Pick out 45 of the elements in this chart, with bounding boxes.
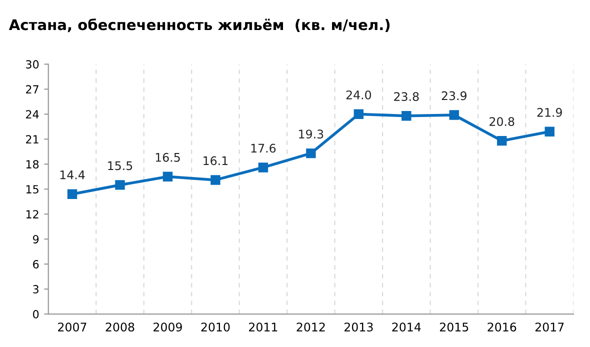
point: [354, 109, 364, 120]
y-tick-label: 3: [33, 285, 38, 294]
data-label: 14.4: [60, 170, 85, 180]
x-tick-label: 2011: [249, 322, 278, 332]
point: [497, 136, 507, 146]
data-label: 17.6: [251, 144, 276, 153]
x-tick-label: 2008: [106, 322, 134, 332]
data-label: 19.3: [299, 130, 324, 139]
x-tick-label: 2015: [440, 322, 468, 332]
x-tick-label: 2007: [58, 322, 86, 332]
x-tick-label: 2012: [296, 322, 325, 332]
x-tick-label: 2014: [392, 322, 421, 332]
chart-title: Астана, обеспеченность жильём (кв. м/чел.): [8, 18, 390, 32]
point: [449, 110, 459, 120]
y-tick-label: 18: [26, 160, 39, 169]
x-tick-label: 2009: [154, 322, 182, 332]
data-label: 23.9: [442, 91, 466, 100]
x-tick-label: 2016: [488, 322, 516, 332]
x-tick-label: 2010: [201, 322, 230, 332]
data-label: 20.8: [490, 117, 514, 126]
y-tick-label: 12: [26, 210, 38, 218]
data-label: 16.1: [204, 156, 228, 166]
y-tick-label: 27: [26, 85, 38, 94]
data-label: 15.5: [108, 161, 132, 170]
y-tick-label: 9: [32, 235, 39, 244]
y-tick-label: 0: [33, 310, 39, 318]
point: [115, 180, 125, 190]
point: [210, 175, 220, 185]
point: [402, 110, 412, 121]
data-label: 23.8: [394, 92, 419, 102]
y-tick-label: 30: [26, 60, 39, 69]
y-tick-label: 15: [26, 185, 38, 194]
x-tick-label: 2017: [535, 322, 564, 332]
y-tick-label: 21: [26, 135, 38, 144]
data-label: 21.9: [537, 108, 562, 117]
x-tick-label: 2013: [344, 322, 373, 332]
point: [306, 148, 316, 158]
point: [544, 126, 554, 137]
point: [162, 172, 173, 182]
data-label: 16.5: [156, 152, 180, 162]
data-label: 24.0: [346, 90, 372, 100]
y-tick-label: 24: [26, 110, 39, 118]
point: [258, 162, 268, 172]
y-tick-label: 6: [33, 260, 39, 268]
point: [67, 189, 78, 199]
